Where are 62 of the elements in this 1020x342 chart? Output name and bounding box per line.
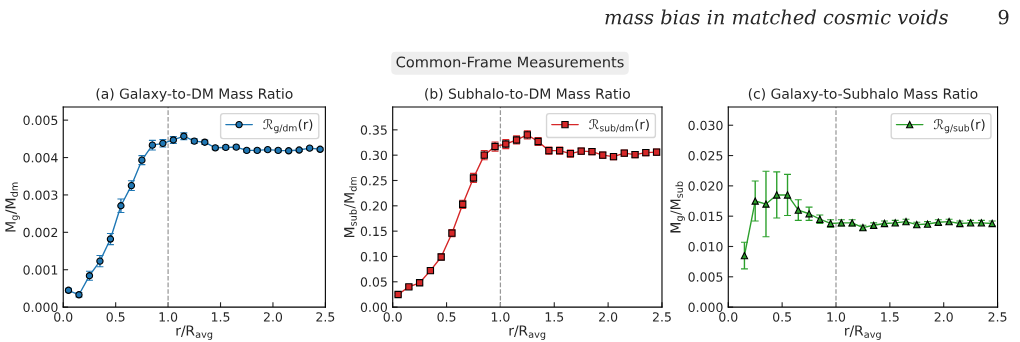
x-tick-label: 1.0	[491, 312, 510, 322]
y-tick-label: 0.001	[23, 265, 58, 275]
y-tick-label: 0.020	[688, 181, 723, 191]
y-tick-label: 0.25	[360, 175, 387, 186]
x-tick-label: 0.5	[106, 312, 125, 322]
point	[773, 191, 781, 199]
text: 9	[998, 9, 1009, 25]
x-tick-label: 2.0	[934, 312, 953, 322]
y-tick-label: 0.00	[360, 302, 388, 313]
x-tick-label: 1.0	[159, 312, 178, 322]
x-tick-label: 0.0	[383, 312, 402, 322]
x-axis-title: r/R$_{avg}$	[509, 325, 546, 340]
point	[740, 251, 749, 260]
point	[751, 197, 759, 205]
x-tick-label: 1.5	[545, 312, 564, 322]
x-tick-label: 0.0	[719, 312, 738, 322]
y-tick-label: 0.015	[688, 211, 723, 222]
y-tick-label: 0.000	[23, 302, 58, 313]
point	[762, 200, 770, 208]
chart-title: (b) Subhalo-to-DM Mass Ratio	[425, 88, 630, 101]
y-tick-label: 0.05	[360, 277, 387, 287]
y-axis-title: M$_{g}$/M$_{sub}$	[670, 181, 685, 233]
y-tick-label: 0.10	[360, 251, 388, 262]
y-tick-label: 0.025	[688, 151, 723, 161]
x-tick-label: 2.0	[599, 312, 618, 322]
x-tick-label: 0.0	[54, 312, 73, 322]
x-axis-title: r/R$_{avg}$	[845, 325, 881, 340]
x-tick-label: 2.5	[652, 312, 671, 322]
x-tick-label: 2.5	[988, 312, 1007, 322]
y-tick-label: 0.005	[688, 272, 723, 282]
x-tick-label: 1.5	[211, 312, 230, 322]
y-tick-label: 0.20	[360, 201, 388, 211]
y-tick-label: 0.30	[360, 150, 388, 161]
point	[783, 191, 792, 199]
y-tick-label: 0.005	[23, 115, 58, 126]
y-tick-label: 0.010	[688, 241, 723, 252]
y-axis-title: M$_{g}$/M$_{dm}$	[5, 182, 20, 232]
y-tick-label: 0.002	[23, 227, 58, 238]
x-axis-title: r/R$_{avg}$	[176, 325, 213, 340]
x-tick-label: 1.5	[881, 312, 899, 322]
x-tick-label: 2.0	[263, 312, 283, 322]
y-tick-label: 0.003	[23, 190, 58, 200]
y-axis-title: M$_{sub}$/M$_{dm}$	[344, 176, 357, 238]
point	[117, 202, 125, 210]
chart-title: (a) Galaxy-to-DM Mass Ratio	[96, 88, 293, 102]
legend-label: ℛ$_{g/sub}$(r)	[933, 118, 985, 134]
y-tick-label: 0.030	[688, 120, 723, 131]
text: mass bias in matched cosmic voids	[605, 9, 948, 25]
point	[805, 210, 813, 218]
y-tick-label: 0.004	[23, 153, 58, 163]
text: Common-Frame Measurements	[396, 56, 624, 68]
x-tick-label: 0.5	[437, 312, 456, 322]
x-tick-label: 0.5	[773, 312, 791, 322]
chart-title: (c) Galaxy-to-Subhalo Mass Ratio	[748, 88, 978, 102]
x-tick-label: 2.5	[316, 312, 335, 322]
legend-label: ℛ$_{g/dm}$(r)	[263, 118, 313, 134]
y-tick-label: 0.000	[688, 302, 723, 313]
y-tick-label: 0.15	[360, 226, 387, 237]
legend-label: ℛ$_{sub/dm}$(r)	[589, 118, 649, 133]
y-tick-label: 0.35	[360, 125, 387, 135]
point	[794, 206, 802, 214]
x-tick-label: 1.0	[827, 312, 846, 322]
